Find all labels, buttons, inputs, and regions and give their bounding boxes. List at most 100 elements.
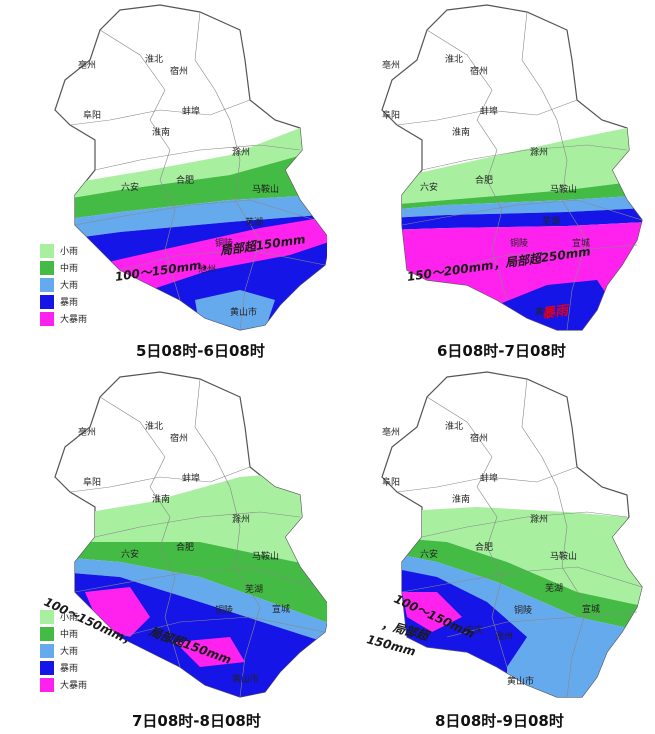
city-label: 池州 [198,265,217,275]
city-label: 蚌埠 [182,474,201,484]
map-legend: 小雨 中雨 大雨 暴雨 大暴雨 [40,242,100,327]
legend-item: 暴雨 [40,659,100,676]
city-label: 铜陵 [215,606,234,616]
city-label: 蚌埠 [480,107,499,117]
city-label: 宿州 [170,67,189,77]
city-label: 马鞍山 [550,552,578,562]
city-label: 合肥 [176,176,195,186]
city-label: 六安 [121,550,140,560]
panel-caption: 6日08时-7日08时 [437,342,566,360]
city-label: 铜陵 [215,239,234,249]
city-label: 滁州 [530,148,549,158]
city-label: 亳州 [78,61,97,71]
rainfall-map-3 [54,371,327,698]
city-label: 芜湖 [545,584,564,594]
rainfall-map-panel-4: 亳州 淮北 宿州 蚌埠 阜阳 淮南 滁州 六安 合肥 马鞍山 芜湖 铜陵 宣城 … [327,367,655,734]
legend-label: 中雨 [60,264,79,274]
rainfall-note: 暴雨 [541,303,570,322]
city-label: 亳州 [382,61,401,71]
city-label: 合肥 [475,543,494,553]
city-label: 蚌埠 [480,474,499,484]
city-label: 淮北 [145,55,164,65]
light-rain-zone [60,472,320,567]
city-label: 阜阳 [382,478,401,488]
city-label: 淮北 [445,55,464,65]
city-label: 马鞍山 [252,552,280,562]
rainfall-map-2 [381,4,643,331]
legend-swatch [40,243,54,258]
city-label: 宿州 [170,434,189,444]
legend-label: 暴雨 [60,298,79,308]
moderate-rain-zone [60,542,327,627]
rainfall-map-panel-1: 亳州 淮北 宿州 蚌埠 阜阳 淮南 滁州 六安 合肥 马鞍山 芜湖 铜陵 池州 … [0,0,327,367]
city-label: 淮南 [452,128,471,138]
city-label: 合肥 [176,543,195,553]
heavy-rainstorm-zone [95,218,327,290]
city-label: 阜阳 [382,111,401,121]
city-label: 铜陵 [510,239,529,249]
moderate-rain-zone [60,150,320,220]
legend-item: 大暴雨 [40,676,100,693]
moderate-rain-zone [387,180,642,210]
district-boundaries [396,378,643,698]
city-label: 六安 [121,183,140,193]
legend-swatch [40,643,54,658]
city-label: 黄山市 [232,675,260,685]
legend-item: 暴雨 [40,293,100,310]
legend-label: 大雨 [60,281,79,291]
district-boundaries [69,378,326,698]
city-label: 淮南 [152,128,171,138]
heavy-rain-zone-south [195,290,275,330]
city-label: 黄山市 [507,677,535,687]
legend-swatch [40,677,54,692]
city-label: 黄山市 [230,308,258,318]
heavy-rain-zone [387,195,642,218]
city-label: 滁州 [232,515,251,525]
legend-label: 中雨 [60,630,79,640]
light-rain-zone [60,128,320,200]
city-label: 六安 [420,183,439,193]
rainstorm-zone [387,208,642,230]
legend-swatch [40,609,54,624]
panel-caption: 7日08时-8日08时 [132,712,261,730]
legend-label: 暴雨 [60,664,79,674]
city-label: 阜阳 [83,478,102,488]
city-label: 宣城 [572,239,591,249]
legend-label: 小雨 [60,247,79,257]
city-label: 芜湖 [245,585,264,595]
city-label: 芜湖 [542,217,561,227]
city-label: 合肥 [475,176,494,186]
rainfall-map-panel-3: 亳州 淮北 宿州 蚌埠 阜阳 淮南 滁州 六安 合肥 马鞍山 芜湖 铜陵 宣城 … [0,367,327,734]
city-label: 淮北 [445,422,464,432]
legend-swatch [40,294,54,309]
city-label: 宿州 [470,434,489,444]
city-label: 宿州 [470,67,489,77]
city-label: 马鞍山 [252,185,280,195]
city-label: 马鞍山 [550,185,578,195]
city-label: 铜陵 [514,606,533,616]
district-boundaries [69,11,326,331]
city-label: 淮北 [145,422,164,432]
legend-item: 大暴雨 [40,310,100,327]
legend-item: 中雨 [40,625,100,642]
legend-swatch [40,626,54,641]
legend-label: 大暴雨 [60,681,88,691]
city-label: 六安 [420,550,439,560]
city-label: 亳州 [382,428,401,438]
city-label: 阜阳 [83,111,102,121]
city-label: 蚌埠 [182,107,201,117]
rainfall-map-1 [54,4,327,331]
legend-swatch [40,277,54,292]
panel-caption: 8日08时-9日08时 [435,712,564,730]
map-legend: 小雨 中雨 大雨 暴雨 大暴雨 [40,608,100,693]
panel-caption: 5日08时-6日08时 [136,342,265,360]
moderate-rain-zone [387,537,642,632]
city-label: 淮南 [152,495,171,505]
legend-swatch [40,260,54,275]
legend-label: 大暴雨 [60,315,88,325]
legend-label: 大雨 [60,647,79,657]
legend-item: 小雨 [40,242,100,259]
city-label: 宣城 [582,605,601,615]
city-label: 芜湖 [245,218,264,228]
legend-item: 中雨 [40,259,100,276]
